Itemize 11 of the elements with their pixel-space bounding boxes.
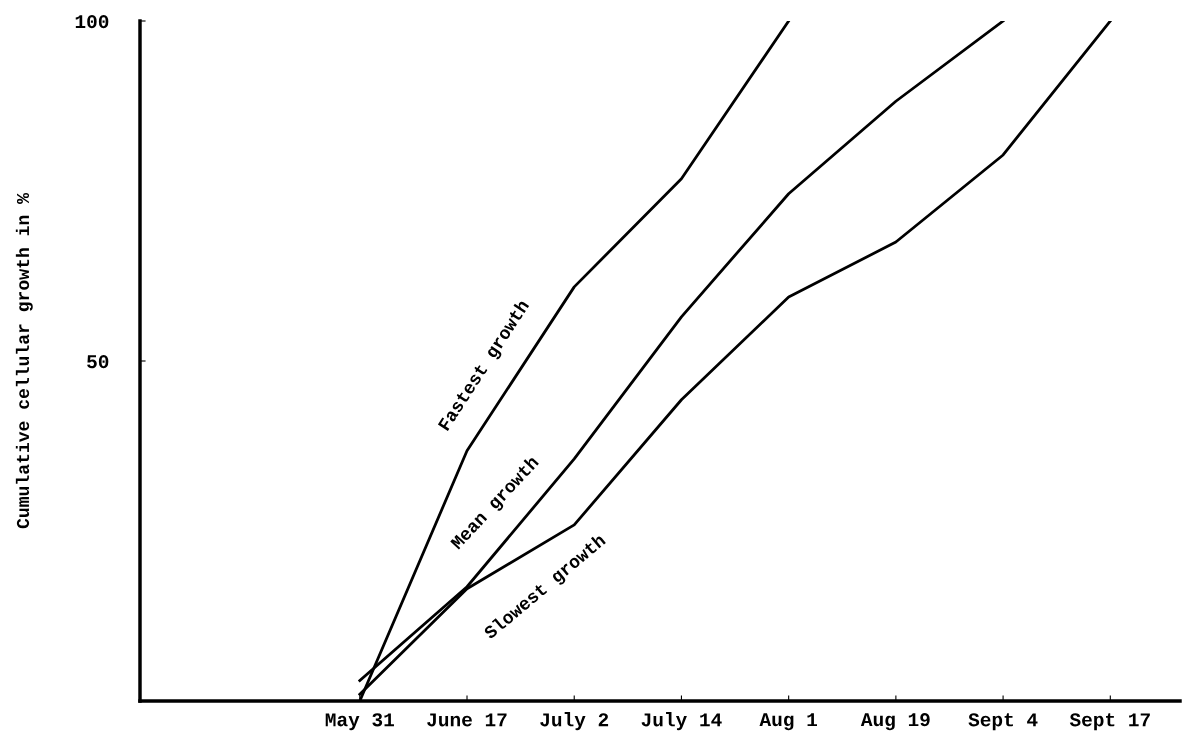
x-tick-label: July 14 [641, 712, 722, 731]
x-tick-label: June 17 [427, 713, 507, 727]
x-tick-label: May 31 [325, 713, 394, 731]
x-tick-label: Sept 17 [1069, 713, 1150, 731]
y-tick-label: 100 [75, 15, 109, 29]
y-axis-title: Cumulative cellular growth in % [15, 193, 33, 529]
x-tick-label: July 2 [540, 712, 609, 731]
x-tick-label: Aug 1 [759, 713, 817, 731]
x-tick-label: Sept 4 [968, 713, 1038, 731]
x-tick-label: Aug 19 [860, 713, 930, 731]
y-tick-label: 50 [87, 355, 109, 369]
